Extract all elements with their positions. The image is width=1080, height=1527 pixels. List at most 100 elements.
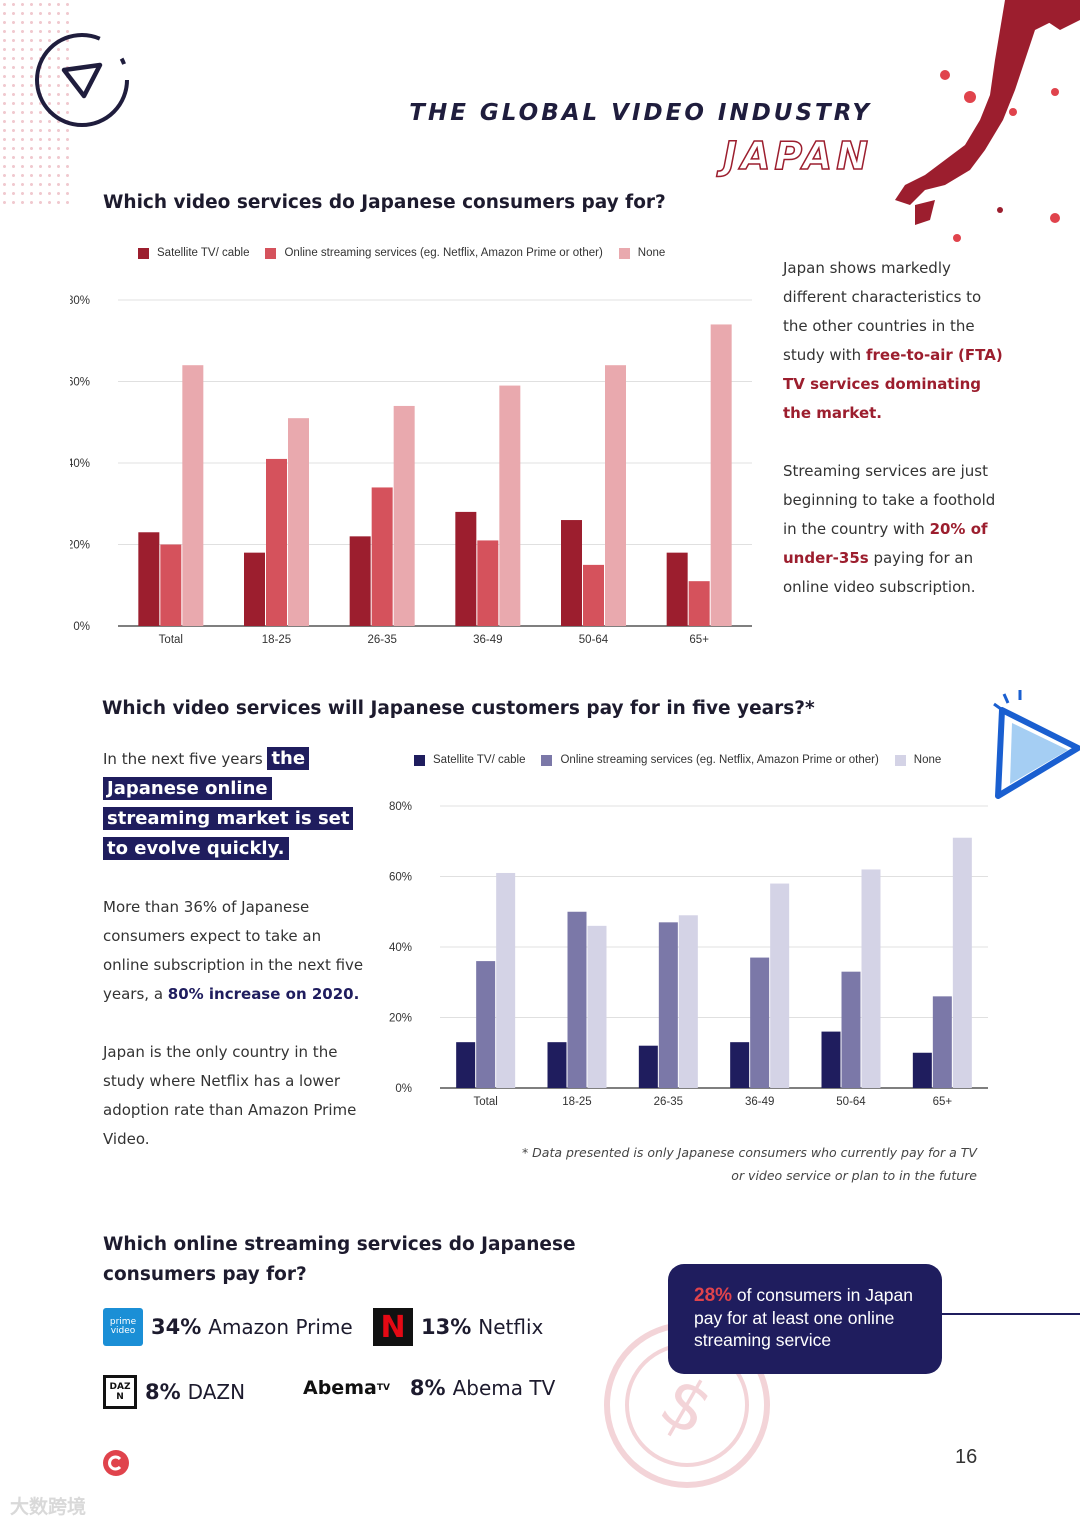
y-tick-label: 80% <box>70 295 90 307</box>
legend-label: None <box>637 247 666 259</box>
legend-label: Satellite TV/ cable <box>157 247 250 259</box>
section3-heading: Which online streaming services do Japan… <box>103 1234 576 1285</box>
section2-para3: Japan is the only country in the study w… <box>103 1043 357 1148</box>
bar <box>499 385 521 626</box>
y-tick-label: 80% <box>389 801 412 813</box>
brand-play-logo-icon <box>35 33 129 127</box>
bar <box>349 536 371 626</box>
section2-side-text: In the next five years the Japanese onli… <box>103 744 371 1154</box>
chart2-future-services: 0% 20% 40% 60% 80% Total 18-25 26-35 36-49 50-64 6… <box>389 801 988 1108</box>
legend-swatch <box>541 754 553 766</box>
x-tick-label: 26-35 <box>367 634 396 646</box>
callout-connector-line <box>942 1313 1080 1315</box>
bar <box>477 540 499 626</box>
legend-label: Online streaming services (eg. Netflix, … <box>284 247 603 259</box>
chart1-current-services: 0% 20% 40% 60% 80% Total 18-25 26-35 36-49 50-64 6… <box>70 295 752 646</box>
bar <box>688 581 710 626</box>
legend-item-online: Online streaming services (eg. Netflix, … <box>265 247 603 259</box>
bar <box>456 1042 476 1088</box>
service-name: DAZN <box>187 1380 246 1404</box>
service-name: Amazon Prime <box>208 1315 353 1339</box>
bar <box>476 961 496 1088</box>
bar <box>561 520 582 626</box>
bar <box>932 996 952 1088</box>
legend-item-none: None <box>618 247 666 259</box>
bar <box>496 872 516 1088</box>
service-pct: 13% <box>421 1315 472 1339</box>
legend-item-none: None <box>894 754 942 766</box>
x-tick-label: 50-64 <box>579 634 609 646</box>
bar <box>567 911 587 1088</box>
section1-side-text: Japan shows markedly different character… <box>783 254 1003 602</box>
service-pct: 8% <box>409 1376 446 1400</box>
bar <box>710 324 732 626</box>
bar <box>912 1052 932 1088</box>
bar <box>547 1042 567 1088</box>
bar <box>583 564 604 626</box>
x-tick-label: 26-35 <box>654 1096 683 1108</box>
section1-para1: Japan shows markedly different character… <box>783 259 1003 422</box>
page-number: 16 <box>955 1446 978 1468</box>
chart2-legend: Satellite TV/ cable Online streaming ser… <box>414 754 957 766</box>
bar <box>770 883 790 1088</box>
y-tick-label: 40% <box>389 942 412 954</box>
service-pct: 8% <box>145 1380 181 1404</box>
x-tick-label: Total <box>474 1096 498 1108</box>
legend-swatch <box>894 754 906 766</box>
service-name: Netflix <box>478 1315 544 1339</box>
section1-para2: Streaming services are just beginning to… <box>783 462 996 596</box>
x-tick-label: 18-25 <box>262 634 291 646</box>
footnote-line: * Data presented is only Japanese consum… <box>521 1145 977 1160</box>
service-name: Abema TV <box>452 1376 556 1400</box>
bar <box>638 1045 658 1088</box>
bar <box>750 957 770 1088</box>
section2-footnote: * Data presented is only Japanese consum… <box>500 1141 977 1187</box>
bar <box>266 458 287 626</box>
section1-heading: Which video services do Japanese consume… <box>103 192 666 213</box>
decorative-dot-pattern <box>0 0 70 205</box>
legend-label: None <box>913 754 942 766</box>
callout-pct: 28% <box>694 1285 733 1306</box>
x-tick-label: 36-49 <box>473 634 502 646</box>
legend-label: Online streaming services (eg. Netflix, … <box>560 754 879 766</box>
footnote-line: or video service or plan to in the futur… <box>731 1168 977 1183</box>
bar <box>182 365 204 626</box>
bar <box>841 971 861 1088</box>
play-button-decoration-icon <box>993 690 1080 799</box>
netflix-logo-icon: N <box>373 1308 413 1346</box>
bar <box>371 487 393 626</box>
section2-para2: More than 36% of Japanese consumers expe… <box>103 898 364 1003</box>
x-tick-label: Total <box>159 634 183 646</box>
service-abema: Abema TV 8% Abema TV <box>303 1376 555 1400</box>
y-tick-label: 20% <box>389 1013 412 1025</box>
bar <box>658 922 678 1088</box>
bar <box>666 552 688 626</box>
page-subtitle: JAPAN <box>722 133 872 179</box>
service-dazn: DAZN 8% DAZN <box>103 1375 245 1409</box>
y-tick-label: 20% <box>70 540 90 552</box>
legend-swatch <box>138 247 149 259</box>
bar <box>605 365 626 626</box>
x-tick-label: 65+ <box>933 1096 953 1108</box>
x-tick-label: 50-64 <box>836 1096 866 1108</box>
service-netflix: N 13% Netflix <box>373 1308 543 1346</box>
legend-swatch <box>618 247 630 259</box>
bar <box>678 915 698 1088</box>
bar <box>138 532 160 626</box>
section2-intro: In the next five years the Japanese onli… <box>103 744 371 864</box>
bar <box>730 1042 750 1088</box>
prime-video-logo-icon: prime video <box>103 1308 143 1346</box>
bar <box>587 925 607 1088</box>
y-tick-label: 0% <box>395 1083 412 1095</box>
y-tick-label: 0% <box>73 621 90 633</box>
y-tick-label: 40% <box>70 458 90 470</box>
streaming-callout: 28% of consumers in Japan pay for at lea… <box>668 1264 942 1374</box>
bar <box>821 1031 841 1088</box>
bar <box>160 544 182 626</box>
legend-item-satellite: Satellite TV/ cable <box>414 754 525 766</box>
service-pct: 34% <box>151 1315 202 1339</box>
service-amazon-prime: prime video 34% Amazon Prime <box>103 1308 353 1346</box>
japan-map-icon <box>895 0 1080 242</box>
y-tick-label: 60% <box>389 872 412 884</box>
y-tick-label: 60% <box>70 377 90 389</box>
